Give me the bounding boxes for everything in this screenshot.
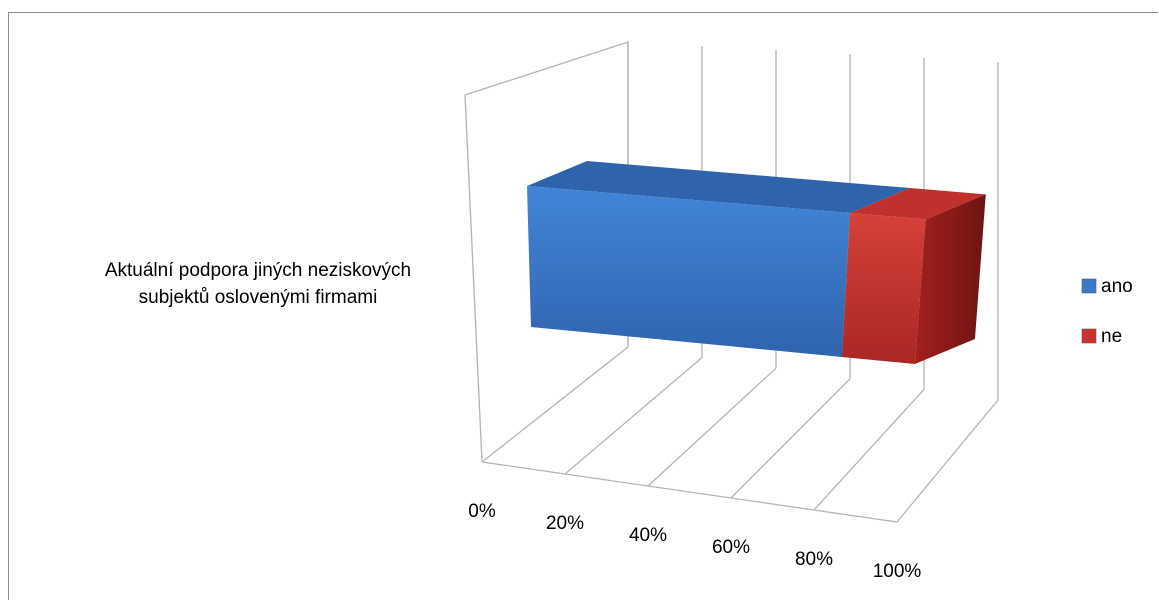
- legend: ano ne: [1081, 276, 1133, 347]
- x-tick-label: 80%: [795, 549, 833, 570]
- legend-label-ne: ne: [1101, 326, 1122, 347]
- gridline-depth: [564, 357, 703, 475]
- category-axis: Aktuální podpora jiných neziskových subje…: [105, 260, 411, 308]
- bar-top-ano: [527, 161, 910, 213]
- legend-swatch-ano: [1081, 278, 1097, 294]
- x-tick-label: 60%: [712, 537, 750, 558]
- gridline-depth: [896, 399, 999, 523]
- x-tick-label: 20%: [546, 513, 584, 534]
- x-axis-ticks: 0% 20% 40% 60% 80% 100%: [468, 501, 921, 582]
- category-label: subjektů oslovenými firmami: [139, 287, 378, 308]
- legend-label-ano: ano: [1101, 276, 1133, 297]
- bar-side-ne: [914, 194, 986, 365]
- gridline-depth: [481, 346, 629, 463]
- x-tick-label: 40%: [629, 525, 667, 546]
- gridline-depth: [647, 367, 777, 487]
- left-wall-front-edge: [464, 94, 483, 463]
- bar-ne: [842, 213, 926, 365]
- bar-ano: [527, 186, 850, 357]
- bar-top-ne: [850, 188, 986, 220]
- floor-front-edge: [481, 461, 898, 523]
- gridline-depth: [813, 388, 925, 511]
- category-label: Aktuální podpora jiných neziskových: [105, 260, 411, 281]
- gridline-depth: [730, 378, 851, 499]
- legend-swatch-ne: [1081, 328, 1097, 344]
- bars: [527, 161, 986, 365]
- x-tick-label: 0%: [468, 501, 496, 522]
- x-tick-label: 100%: [873, 561, 922, 582]
